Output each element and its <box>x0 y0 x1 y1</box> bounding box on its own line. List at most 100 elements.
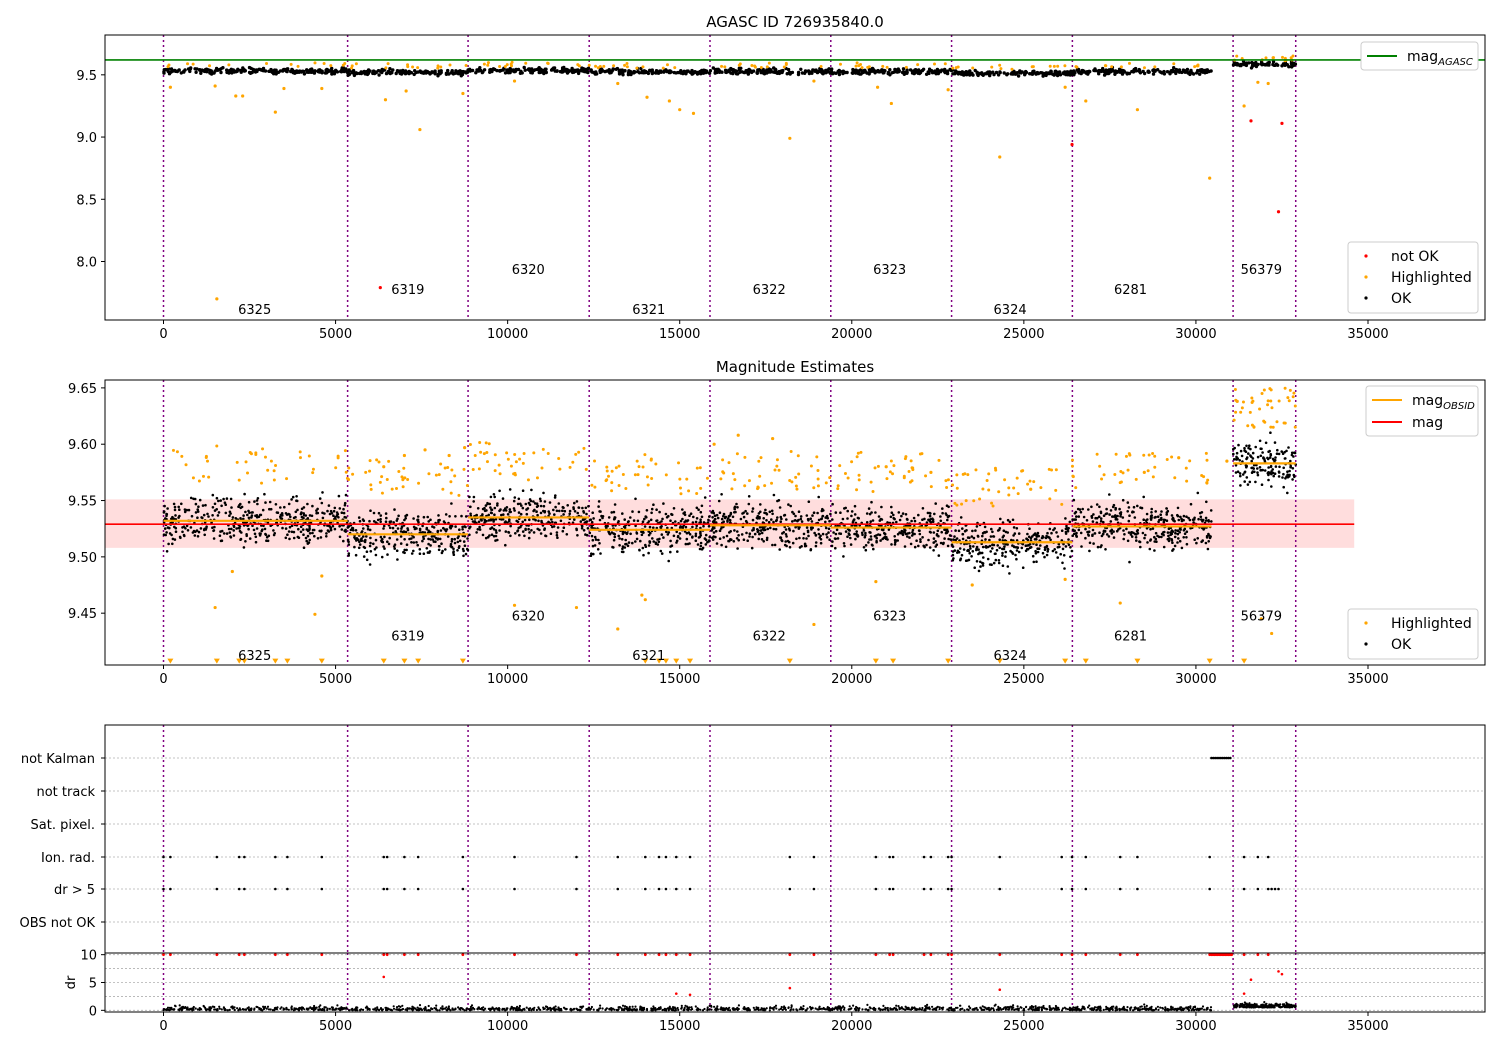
mid-highlighted-point <box>635 459 639 463</box>
mid-highlighted-point <box>759 456 763 460</box>
flag-ion-rad-point <box>1084 855 1088 859</box>
mid-xtick-label: 35000 <box>1347 672 1388 687</box>
mid-highlighted-point <box>1119 469 1123 473</box>
mid-highlighted-point <box>944 479 948 483</box>
flag-ion-rad-point <box>643 855 647 859</box>
dr-high-point <box>998 988 1002 992</box>
top-highlighted-point <box>855 61 859 65</box>
mid-out-of-range-marker <box>272 658 279 664</box>
top-highlighted-point <box>1195 64 1199 68</box>
top-highlighted-point <box>999 67 1003 71</box>
top-highlighted-point <box>598 64 602 68</box>
mid-highlighted-point <box>441 487 445 491</box>
top-highlighted-point <box>661 66 665 70</box>
flag-dr-gt5-point <box>812 887 816 891</box>
mid-highlighted-point <box>204 456 208 460</box>
mid-highlighted-point <box>1241 400 1245 404</box>
dr-clipped-point <box>513 953 516 957</box>
flag-dr-gt5-point <box>1060 887 1064 891</box>
mid-highlighted-point <box>1060 502 1064 506</box>
flag-dr-gt5-point <box>1273 887 1277 891</box>
dr-clipped-point <box>1242 953 1246 957</box>
mid-highlighted-point <box>981 487 985 491</box>
top-highlighted-point <box>234 94 238 98</box>
mid-highlighted-point <box>719 477 723 481</box>
mid-highlighted-point <box>334 466 338 470</box>
mid-highlighted-point <box>369 487 373 491</box>
mid-out-of-range-marker <box>872 658 879 664</box>
mid-highlighted-point <box>1252 425 1256 429</box>
mid-highlighted-point <box>695 466 699 470</box>
mid-highlighted-point <box>997 490 1001 494</box>
mid-highlighted-point <box>307 454 311 458</box>
top-highlighted-point <box>1256 80 1260 84</box>
top-obsid-label: 6281 <box>1114 283 1147 298</box>
mid-highlighted-point <box>1118 601 1122 605</box>
mid-highlighted-point <box>582 446 586 450</box>
mid-highlighted-point <box>699 486 703 490</box>
mid-highlighted-point <box>1054 468 1058 472</box>
mid-highlighted-point <box>1032 480 1036 484</box>
top-highlighted-point <box>998 63 1002 67</box>
mid-highlighted-point <box>197 479 201 483</box>
top-highlighted-point <box>750 64 754 68</box>
mid-highlighted-point <box>731 472 735 476</box>
flag-not-kalman-point <box>1229 756 1232 760</box>
top-highlighted-point <box>691 111 696 116</box>
mid-highlighted-point <box>904 455 908 459</box>
mid-highlighted-point <box>747 479 751 483</box>
mid-highlighted-point <box>856 451 860 455</box>
top-highlighted-point <box>322 61 326 65</box>
mid-highlighted-point <box>1286 396 1290 400</box>
dr-xtick-label: 20000 <box>831 1019 872 1034</box>
mid-ytick-label: 9.50 <box>68 551 97 566</box>
mid-highlighted-point <box>230 569 234 574</box>
mid-highlighted-point <box>1098 464 1102 468</box>
flag-dr-gt5-point <box>874 887 878 891</box>
mid-highlighted-point <box>929 485 933 489</box>
flags-category-label: Sat. pixel. <box>31 818 95 833</box>
mid-highlighted-point <box>1039 486 1043 490</box>
mid-highlighted-point <box>311 471 315 475</box>
mid-highlighted-point <box>797 472 801 476</box>
mid-plot-frame <box>104 379 1486 666</box>
mid-highlighted-point <box>605 478 609 482</box>
mid-highlighted-point <box>437 473 441 477</box>
mid-highlighted-point <box>1070 464 1074 468</box>
top-upper-legend-box <box>1360 41 1479 71</box>
top-highlighted-point <box>932 62 936 66</box>
mid-highlighted-point <box>1121 471 1125 475</box>
flag-dr-gt5-point <box>998 887 1002 891</box>
dr-high-point <box>1249 978 1253 982</box>
mid-highlighted-point <box>743 455 747 459</box>
dr-xtick-label: 5000 <box>319 1019 352 1034</box>
mid-highlighted-point <box>1026 482 1030 486</box>
dr-clipped-point <box>242 953 246 957</box>
mid-highlighted-point <box>1258 407 1262 411</box>
dr-clipped-point <box>616 953 620 957</box>
mid-highlighted-point <box>449 491 453 495</box>
top-ok-points <box>162 65 349 76</box>
top-highlighted-point <box>1291 54 1295 58</box>
flag-ion-rad-point <box>237 855 241 859</box>
top-highlighted-point <box>320 86 324 91</box>
mid-highlighted-point <box>1165 458 1169 462</box>
mid-highlighted-point <box>705 476 709 480</box>
mid-highlighted-point <box>406 478 410 482</box>
flag-ion-rad-point <box>1208 855 1211 859</box>
mid-highlighted-point <box>541 447 545 451</box>
mid-highlighted-point <box>1205 458 1209 462</box>
mid-highlighted-point <box>1259 617 1263 621</box>
mid-highlighted-point <box>394 487 398 491</box>
mid-highlighted-point <box>447 453 451 458</box>
mid-highlighted-point <box>643 598 647 602</box>
mid-highlighted-point <box>1029 487 1033 491</box>
mid-highlighted-point <box>479 450 483 454</box>
mid-highlighted-point <box>621 472 625 476</box>
mid-highlighted-point <box>857 473 861 477</box>
mid-highlighted-point <box>869 480 873 484</box>
mid-out-of-range-marker <box>673 658 680 664</box>
flag-ion-rad-point <box>1136 855 1139 859</box>
mid-highlighted-point <box>721 458 725 462</box>
flag-dr-gt5-point <box>243 887 246 891</box>
